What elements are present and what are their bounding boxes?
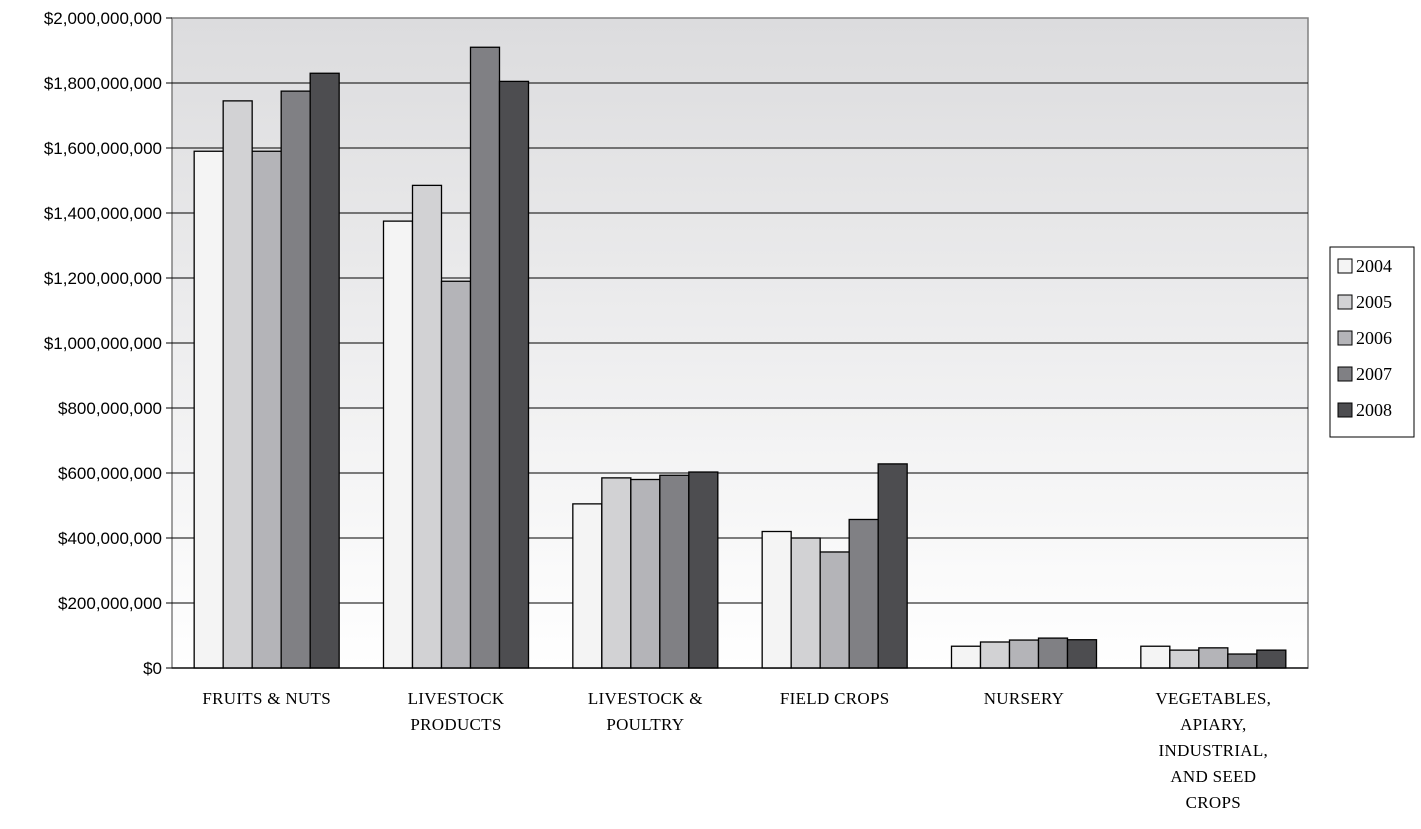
y-tick-label: $1,800,000,000 — [44, 74, 162, 93]
y-tick-label: $1,600,000,000 — [44, 139, 162, 158]
bar-2006-5 — [1198, 647, 1229, 669]
bar-2004-5 — [1140, 645, 1171, 669]
bar-2006-4 — [1008, 639, 1040, 669]
bar-2007-0 — [280, 90, 311, 669]
bars — [193, 46, 1287, 669]
legend: 2004 2005 2006 2007 2008 — [1329, 246, 1415, 438]
bar-2007-2 — [659, 474, 690, 669]
bar-2007-4 — [1037, 637, 1069, 669]
bar-2005-2 — [601, 477, 632, 669]
legend-label-2006: 2006 — [1356, 328, 1392, 348]
bar-2008-1 — [498, 80, 530, 669]
x-axis-tick-labels: FRUITS & NUTS LIVESTOCK PRODUCTS LIVESTOCK … — [202, 689, 1271, 812]
y-tick-label: $2,000,000,000 — [44, 9, 162, 28]
bar-2007-5 — [1227, 653, 1258, 669]
bar-2005-4 — [979, 641, 1011, 669]
y-tick-label: $0 — [143, 659, 162, 678]
legend-swatch-2007 — [1337, 366, 1353, 382]
bar-2008-2 — [688, 471, 719, 669]
bar-2004-2 — [572, 503, 603, 669]
y-tick-label: $800,000,000 — [58, 399, 162, 418]
legend-swatch-2008 — [1337, 402, 1353, 418]
bar-2008-0 — [309, 72, 340, 669]
bar-2006-2 — [630, 478, 661, 669]
x-tick-label: LIVESTOCK PRODUCTS — [408, 689, 505, 734]
bar-2004-4 — [950, 645, 982, 669]
legend-label-2007: 2007 — [1356, 364, 1392, 384]
bar-2004-3 — [761, 530, 792, 669]
y-axis-tick-labels: $0 $200,000,000 $400,000,000 $600,000,000 $8… — [44, 9, 162, 678]
bar-2007-1 — [469, 46, 501, 669]
x-tick-label: NURSERY — [984, 689, 1065, 708]
bar-2004-1 — [382, 220, 414, 669]
x-tick-label: FRUITS & NUTS — [202, 689, 331, 708]
bar-2005-5 — [1169, 649, 1200, 669]
legend-label-2005: 2005 — [1356, 292, 1392, 312]
gridlines — [166, 17, 1308, 669]
y-tick-label: $1,200,000,000 — [44, 269, 162, 288]
bar-2005-0 — [222, 100, 253, 669]
legend-swatch-2004 — [1337, 258, 1353, 274]
legend-label-2004: 2004 — [1356, 256, 1392, 276]
bar-2008-4 — [1066, 639, 1098, 669]
y-tick-label: $1,400,000,000 — [44, 204, 162, 223]
bar-2005-3 — [790, 537, 821, 669]
bar-2008-3 — [877, 463, 908, 669]
x-tick-label: FIELD CROPS — [780, 689, 890, 708]
y-tick-label: $1,000,000,000 — [44, 334, 162, 353]
bar-2007-3 — [848, 518, 879, 669]
bar-2008-5 — [1256, 649, 1287, 669]
bar-2006-0 — [251, 150, 282, 669]
y-tick-label: $600,000,000 — [58, 464, 162, 483]
x-tick-label: LIVESTOCK & POULTRY — [588, 689, 703, 734]
bar-2006-3 — [819, 551, 850, 669]
bar-2004-0 — [193, 150, 224, 669]
legend-swatch-2005 — [1337, 294, 1353, 310]
y-tick-label: $400,000,000 — [58, 529, 162, 548]
legend-swatch-2006 — [1337, 330, 1353, 346]
legend-label-2008: 2008 — [1356, 400, 1392, 420]
y-tick-label: $200,000,000 — [58, 594, 162, 613]
bar-2006-1 — [440, 280, 472, 669]
x-tick-label: VEGETABLES, APIARY, INDUSTRIAL, AND SEED CRO… — [1155, 689, 1271, 812]
bar-2005-1 — [411, 184, 443, 669]
